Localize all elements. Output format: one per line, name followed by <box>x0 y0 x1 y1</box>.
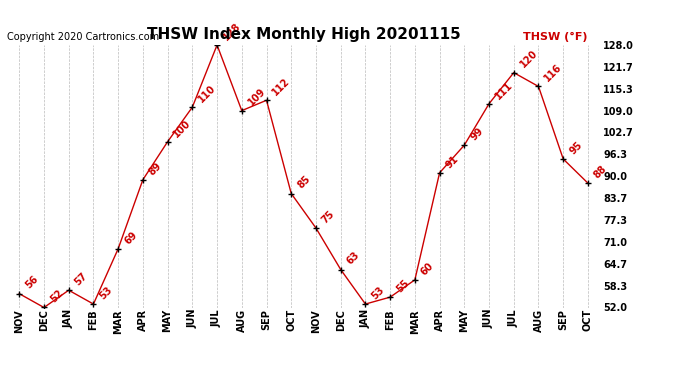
Text: 109: 109 <box>246 87 267 108</box>
Text: 60: 60 <box>419 261 435 277</box>
Text: 55: 55 <box>394 278 411 294</box>
Text: 63: 63 <box>345 250 362 267</box>
Text: THSW (°F): THSW (°F) <box>523 32 588 42</box>
Text: 95: 95 <box>567 140 584 156</box>
Text: 53: 53 <box>370 285 386 301</box>
Title: THSW Index Monthly High 20201115: THSW Index Monthly High 20201115 <box>147 27 460 42</box>
Text: 88: 88 <box>592 164 609 180</box>
Text: Copyright 2020 Cartronics.com: Copyright 2020 Cartronics.com <box>7 32 159 42</box>
Text: 120: 120 <box>518 48 540 70</box>
Text: 99: 99 <box>469 126 485 142</box>
Text: 85: 85 <box>295 174 312 191</box>
Text: 100: 100 <box>172 117 193 139</box>
Text: 75: 75 <box>320 209 337 225</box>
Text: 111: 111 <box>493 80 515 101</box>
Text: 116: 116 <box>542 62 564 84</box>
Text: 128: 128 <box>221 21 243 42</box>
Text: 53: 53 <box>97 285 115 301</box>
Text: 57: 57 <box>73 271 90 288</box>
Text: 91: 91 <box>444 153 460 170</box>
Text: 52: 52 <box>48 288 65 305</box>
Text: 112: 112 <box>270 76 292 98</box>
Text: 56: 56 <box>23 274 40 291</box>
Text: 69: 69 <box>122 230 139 246</box>
Text: 89: 89 <box>147 160 164 177</box>
Text: 110: 110 <box>197 83 218 104</box>
